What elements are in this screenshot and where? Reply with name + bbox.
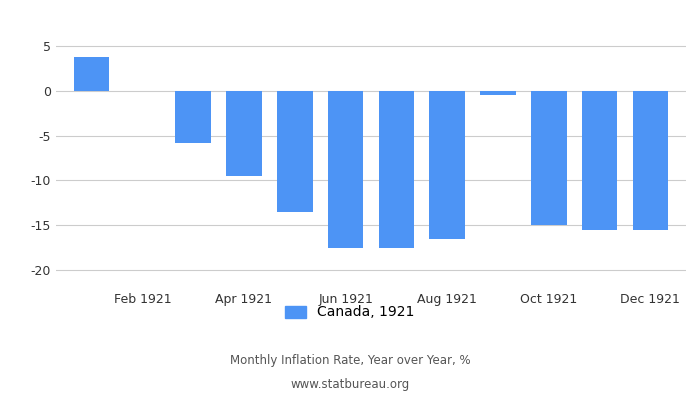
Bar xyxy=(379,91,414,248)
Bar xyxy=(582,91,617,230)
Bar xyxy=(633,91,668,230)
Bar xyxy=(74,57,109,91)
Legend: Canada, 1921: Canada, 1921 xyxy=(280,300,420,325)
Bar xyxy=(226,91,262,176)
Bar xyxy=(480,91,516,95)
Text: Monthly Inflation Rate, Year over Year, %: Monthly Inflation Rate, Year over Year, … xyxy=(230,354,470,367)
Bar xyxy=(429,91,465,239)
Bar xyxy=(328,91,363,248)
Bar xyxy=(531,91,566,225)
Bar xyxy=(176,91,211,143)
Text: www.statbureau.org: www.statbureau.org xyxy=(290,378,410,391)
Bar xyxy=(277,91,313,212)
